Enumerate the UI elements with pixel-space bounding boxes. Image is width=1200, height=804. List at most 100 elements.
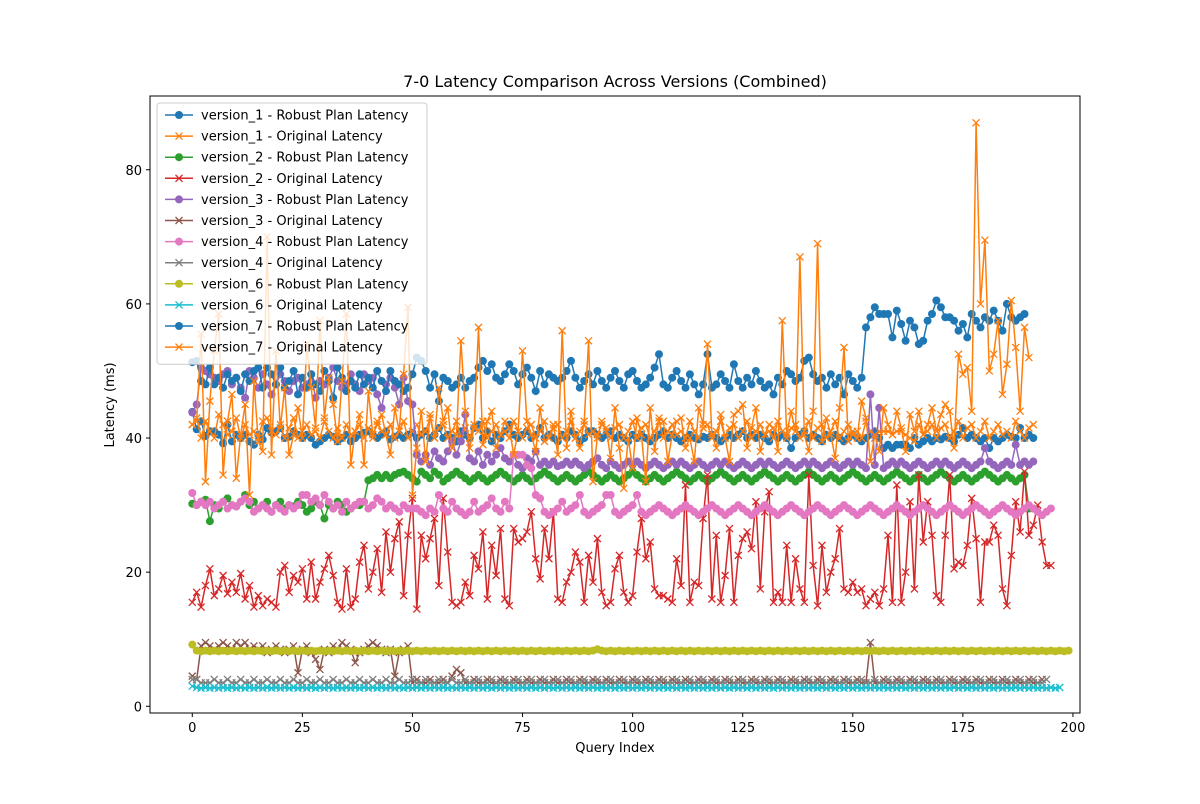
data-point bbox=[734, 407, 743, 416]
axes-frame bbox=[149, 95, 1081, 714]
data-point bbox=[725, 383, 734, 392]
data-point bbox=[1042, 675, 1051, 684]
data-point bbox=[963, 424, 972, 432]
data-point bbox=[844, 675, 853, 684]
data-point bbox=[818, 675, 826, 684]
data-point bbox=[848, 377, 857, 385]
data-point bbox=[390, 403, 399, 412]
data-point bbox=[606, 373, 615, 382]
data-point bbox=[738, 400, 747, 409]
data-point bbox=[897, 424, 906, 432]
data-point bbox=[866, 638, 875, 647]
data-point bbox=[280, 507, 289, 516]
data-point bbox=[844, 437, 853, 446]
data-point bbox=[249, 675, 258, 684]
data-point bbox=[544, 554, 553, 563]
data-point bbox=[853, 588, 862, 597]
data-point bbox=[906, 316, 914, 325]
data-point bbox=[483, 450, 492, 459]
data-point bbox=[456, 598, 465, 607]
data-point bbox=[994, 316, 1003, 325]
data-point bbox=[575, 558, 584, 567]
data-point bbox=[787, 444, 796, 453]
data-point bbox=[412, 444, 421, 453]
data-point bbox=[368, 430, 377, 439]
data-point bbox=[932, 296, 941, 305]
data-point bbox=[677, 377, 686, 385]
data-point bbox=[509, 367, 518, 375]
data-point bbox=[487, 457, 496, 466]
data-point bbox=[443, 377, 452, 385]
plot-area bbox=[188, 118, 1073, 693]
data-point bbox=[205, 363, 214, 372]
data-point bbox=[901, 336, 910, 345]
data-point bbox=[492, 571, 501, 580]
data-point bbox=[227, 390, 236, 399]
data-point bbox=[360, 541, 368, 550]
data-point bbox=[483, 417, 492, 426]
data-point bbox=[373, 544, 382, 553]
series-4 bbox=[188, 467, 1055, 614]
data-point bbox=[324, 427, 333, 436]
legend-label: version_6 - Original Latency bbox=[201, 298, 383, 313]
data-point bbox=[289, 571, 298, 580]
data-point bbox=[245, 377, 254, 385]
data-point bbox=[721, 571, 730, 580]
data-point bbox=[496, 377, 505, 385]
data-point bbox=[223, 430, 232, 439]
data-point bbox=[663, 595, 672, 603]
data-point bbox=[831, 554, 840, 563]
data-point bbox=[615, 444, 624, 453]
legend-entry: version_2 - Original Latency bbox=[165, 172, 383, 187]
data-point bbox=[985, 434, 994, 442]
data-point bbox=[188, 489, 197, 497]
data-point bbox=[201, 380, 210, 389]
data-point bbox=[509, 417, 518, 426]
data-point bbox=[245, 581, 254, 590]
data-point bbox=[338, 638, 346, 647]
data-point bbox=[232, 373, 241, 382]
data-point bbox=[994, 531, 1003, 540]
data-point bbox=[188, 682, 197, 691]
data-point bbox=[989, 675, 998, 684]
data-point bbox=[972, 118, 981, 127]
data-point bbox=[531, 554, 540, 563]
data-point bbox=[201, 581, 210, 590]
data-point bbox=[809, 561, 818, 570]
data-point bbox=[597, 501, 606, 510]
data-point bbox=[188, 408, 197, 417]
data-point bbox=[338, 605, 346, 614]
data-point bbox=[241, 393, 250, 402]
legend-label: version_4 - Robust Plan Latency bbox=[201, 235, 409, 250]
data-point bbox=[818, 437, 826, 446]
data-point bbox=[205, 564, 214, 573]
data-point bbox=[976, 675, 985, 684]
data-point bbox=[958, 434, 967, 442]
data-point bbox=[994, 420, 1003, 429]
data-point bbox=[690, 380, 699, 389]
data-point bbox=[897, 675, 906, 684]
data-point bbox=[619, 675, 628, 684]
data-point bbox=[615, 551, 624, 560]
data-point bbox=[743, 444, 752, 453]
data-point bbox=[421, 511, 430, 520]
data-point bbox=[659, 417, 668, 426]
data-point bbox=[456, 336, 465, 345]
data-point bbox=[1011, 343, 1020, 352]
data-point bbox=[945, 407, 954, 416]
legend-marker bbox=[175, 195, 183, 204]
data-point bbox=[611, 564, 619, 573]
data-point bbox=[857, 584, 866, 593]
data-point bbox=[487, 494, 496, 503]
x-axis-label: Query Index bbox=[575, 741, 655, 756]
data-point bbox=[862, 413, 870, 422]
data-point bbox=[1020, 310, 1029, 318]
x-tick-label: 100 bbox=[620, 721, 645, 736]
data-point bbox=[1064, 646, 1073, 655]
data-point bbox=[351, 383, 360, 392]
data-point bbox=[470, 551, 479, 560]
data-point bbox=[298, 564, 307, 573]
data-point bbox=[624, 598, 633, 607]
data-point bbox=[368, 383, 377, 392]
x-tick-label: 150 bbox=[840, 721, 865, 736]
